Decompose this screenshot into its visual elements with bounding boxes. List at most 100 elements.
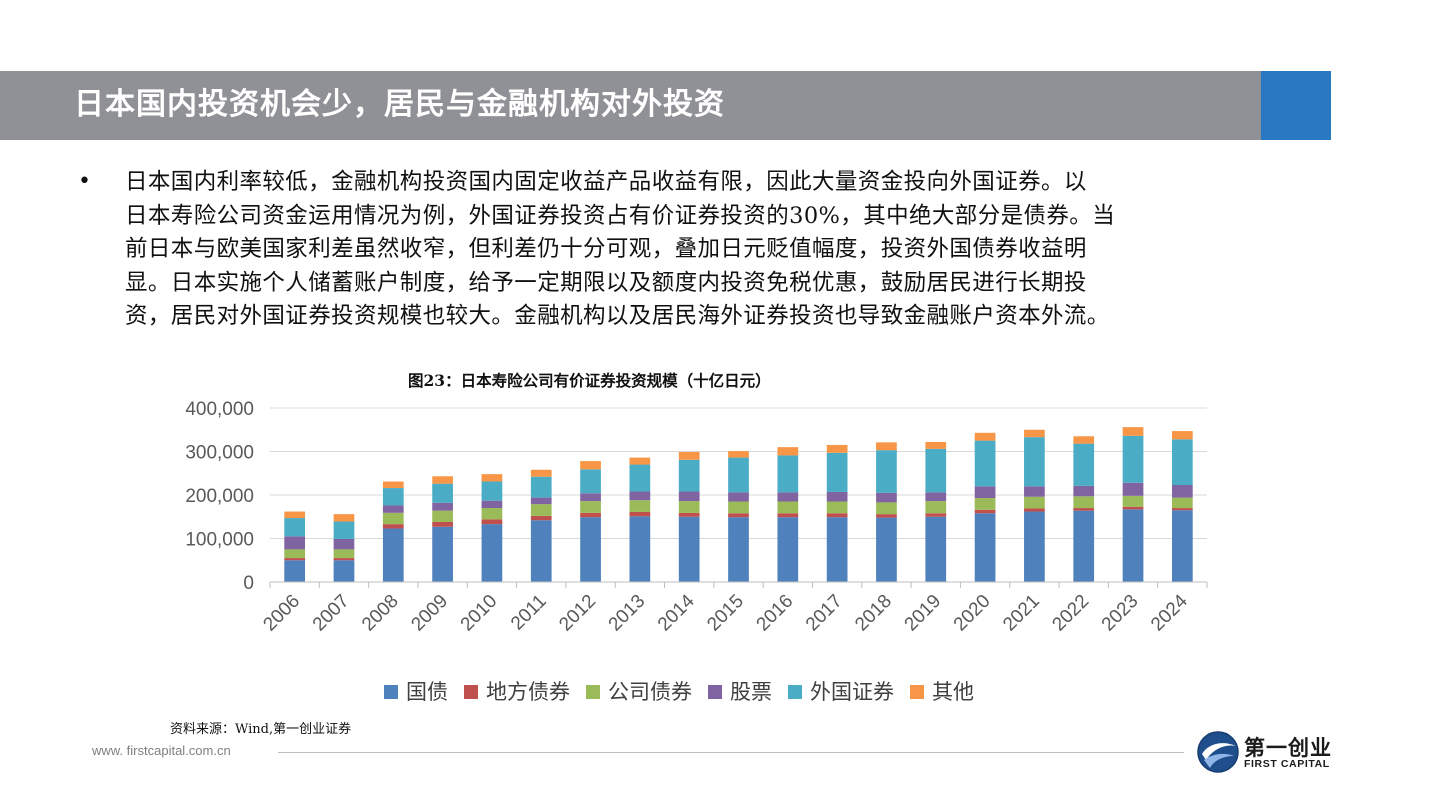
bar-segment [1073, 510, 1095, 582]
source-note: 资料来源：Wind,第一创业证券 [170, 722, 352, 737]
website-link[interactable]: www. firstcapital.com.cn [92, 743, 231, 758]
legend-swatch [788, 685, 802, 699]
bar-segment [1024, 486, 1045, 497]
bar-segment [432, 526, 453, 582]
body-paragraph: 日本国内利率较低，金融机构投资国内固定收益产品收益有限，因此大量资金投向外国证券… [125, 166, 1335, 334]
bar-segment [974, 432, 996, 441]
bullet-marker: • [78, 169, 91, 194]
bar-segment [1073, 436, 1095, 444]
legend-swatch [384, 685, 398, 699]
bar-segment [580, 469, 601, 494]
bar-segment [629, 516, 651, 582]
bar-segment [530, 504, 552, 516]
globe-icon [1197, 731, 1239, 773]
x-tick-label: 2013 [605, 591, 650, 636]
bar-segment [1171, 497, 1193, 509]
x-tick-label: 2017 [802, 591, 847, 636]
bar-segment [777, 447, 799, 456]
bar-segment [481, 500, 503, 509]
legend-label: 股票 [730, 680, 772, 704]
bar-segment [678, 451, 700, 460]
logo-chinese-name: 第一创业 [1244, 735, 1332, 760]
bar-segment [1073, 496, 1095, 509]
bar-segment [432, 502, 453, 511]
bar-segment [728, 501, 749, 514]
title-accent-block [1261, 71, 1331, 140]
legend-label: 其他 [932, 680, 974, 704]
bar-segment [826, 517, 848, 582]
bar-segment [284, 511, 306, 519]
legend-swatch [586, 685, 600, 699]
bar-segment [1073, 508, 1095, 511]
legend: 国债 地方债券 公司债券 股票 外国证券 其他 [384, 680, 974, 704]
bar-segment [1171, 510, 1193, 582]
logo-english-name: FIRST CAPITAL [1244, 758, 1330, 770]
x-tick-label: 2022 [1048, 591, 1093, 636]
x-tick-label: 2010 [457, 591, 502, 636]
bar-segment [1122, 482, 1144, 496]
legend-label: 公司债券 [608, 680, 692, 704]
bar-segment [629, 511, 651, 517]
body-line: 显。日本实施个人储蓄账户制度，给予一定期限以及额度内投资免税优惠，鼓励居民进行长… [125, 269, 1087, 296]
bar-segment [728, 513, 749, 518]
bar-segment [678, 459, 700, 492]
bar-segment [777, 501, 799, 514]
bar-segment [876, 492, 897, 503]
body-line: 前日本与欧美国家利差虽然收窄，但利差仍十分可观，叠加日元贬值幅度，投资外国债券收… [125, 236, 1087, 262]
bar-segment [1122, 495, 1144, 507]
x-tick-label: 2018 [851, 591, 896, 636]
x-tick-label: 2023 [1098, 591, 1143, 636]
bar-segment [1024, 496, 1045, 509]
y-tick-label: 100,000 [185, 530, 254, 551]
bar-segment [580, 517, 601, 582]
bar-segment [284, 549, 306, 559]
bar-segment [925, 448, 947, 493]
bar-segment [580, 512, 601, 518]
bars [284, 427, 1193, 582]
bar-segment [481, 519, 503, 525]
bar-segment [333, 538, 355, 550]
page-title: 日本国内投资机会少，居民与金融机构对外投资 [74, 87, 725, 122]
x-tick-label: 2012 [555, 591, 600, 636]
bar-segment [826, 513, 848, 518]
bar-segment [382, 505, 404, 513]
bar-segment [1024, 429, 1045, 438]
bar-segment [432, 510, 453, 522]
x-tick-label: 2008 [358, 591, 403, 636]
x-tick-label: 2019 [901, 591, 946, 636]
bar-segment [530, 476, 552, 498]
bar-segment [481, 481, 503, 501]
legend-swatch [464, 685, 478, 699]
bar-segment [876, 442, 897, 451]
legend-label: 国债 [406, 680, 448, 704]
bar-segment [826, 452, 848, 492]
bar-segment [382, 512, 404, 525]
bar-segment [432, 476, 453, 484]
bar-segment [974, 498, 996, 510]
bar-segment [1122, 506, 1144, 510]
x-tick-label: 2009 [407, 591, 452, 636]
bar-segment [777, 517, 799, 582]
bar-segment [432, 483, 453, 503]
bar-segment [678, 512, 700, 517]
bar-segment [728, 517, 749, 582]
bar-segment [284, 558, 306, 561]
bar-segment [826, 491, 848, 502]
y-tick-label: 200,000 [185, 486, 254, 507]
legend-swatch [708, 685, 722, 699]
bar-segment [580, 493, 601, 502]
y-tick-label: 400,000 [185, 399, 254, 420]
bar-segment [876, 517, 897, 582]
x-tick-label: 2007 [309, 591, 354, 636]
x-tick-label: 2006 [259, 591, 304, 636]
x-tick-label: 2016 [753, 591, 798, 636]
bar-segment [481, 474, 503, 482]
body-line: 资，居民对外国证券投资规模也较大。金融机构以及居民海外证券投资也导致金融账户资本… [125, 303, 1110, 329]
bar-segment [1073, 485, 1095, 497]
bar-segment [530, 469, 552, 477]
bar-segment [974, 513, 996, 582]
bar-segment [777, 455, 799, 493]
bar-segment [876, 502, 897, 515]
bar-segment [974, 440, 996, 487]
